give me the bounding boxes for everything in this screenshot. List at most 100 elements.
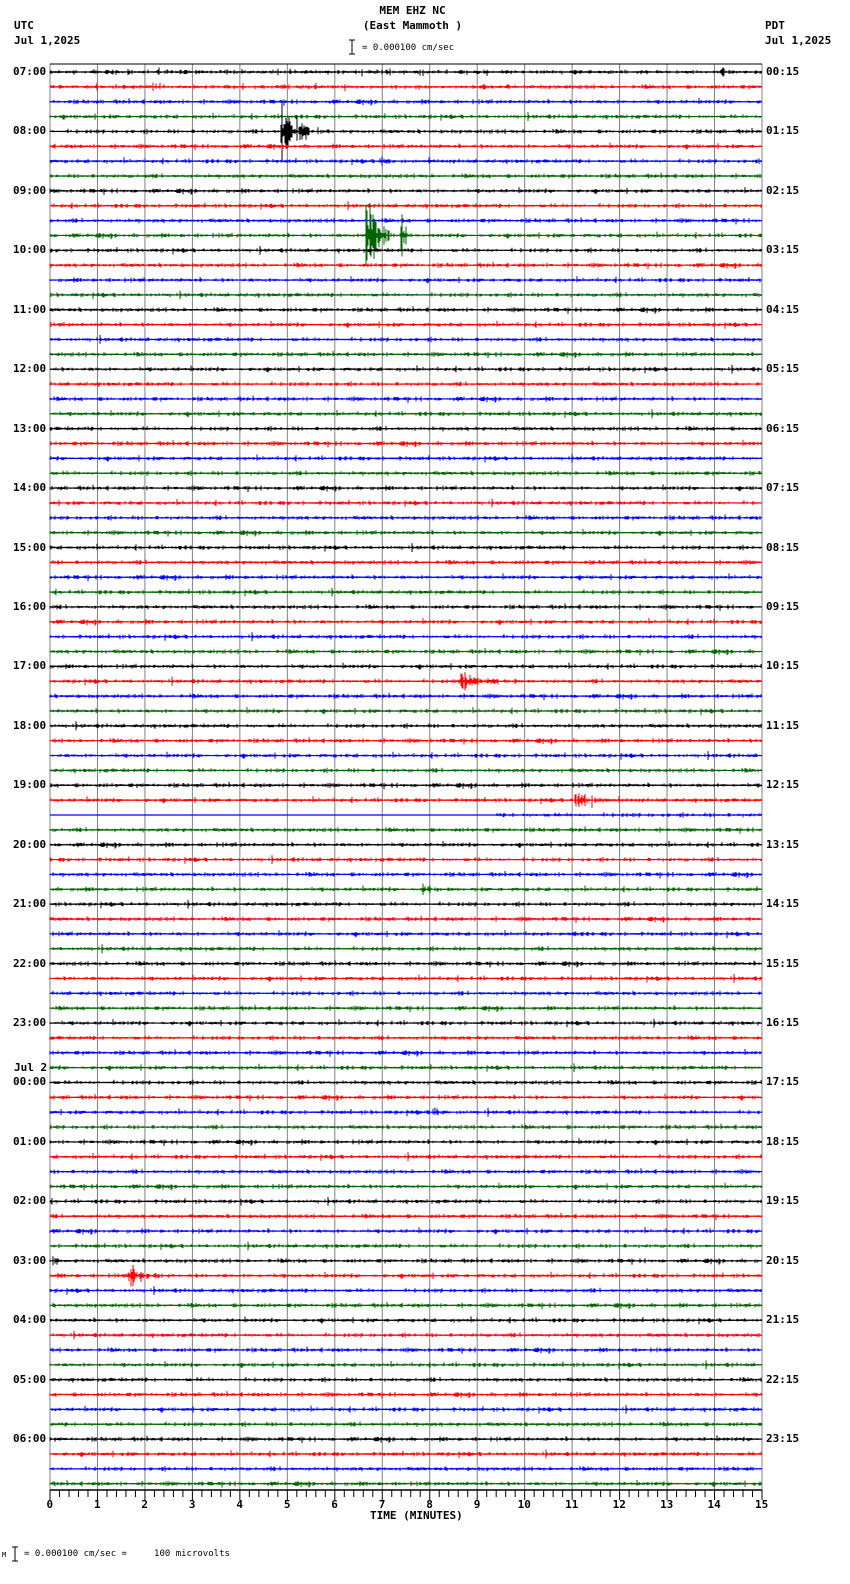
seismic-trace	[49, 335, 761, 344]
x-axis-title: TIME (MINUTES)	[370, 1509, 463, 1522]
seismic-trace	[49, 1123, 762, 1130]
x-tick-label: 11	[565, 1498, 579, 1511]
utc-hour-label: 05:00	[13, 1372, 47, 1386]
seismic-trace	[49, 1466, 762, 1472]
pdt-time-label: 00:15	[766, 65, 800, 78]
pdt-time-label: 02:15	[766, 183, 800, 197]
seismic-trace	[49, 1035, 762, 1041]
pdt-time-label: 10:15	[766, 659, 800, 673]
seismic-trace	[49, 245, 762, 255]
seismic-trace	[49, 662, 762, 670]
seismic-trace	[49, 1196, 762, 1206]
seismic-trace	[49, 67, 762, 77]
seismic-trace	[49, 1449, 762, 1459]
x-tick-label: 8	[426, 1498, 433, 1511]
pdt-time-label: 23:15	[766, 1432, 800, 1446]
seismic-trace	[49, 1435, 762, 1444]
footer-scale-bar-icon	[12, 1546, 18, 1562]
seismic-trace	[49, 395, 762, 403]
seismic-trace	[49, 707, 762, 716]
right-timezone: PDT	[765, 19, 785, 32]
pdt-time-label: 14:15	[766, 897, 800, 911]
seismic-trace	[49, 1138, 762, 1146]
utc-hour-label: 20:00	[13, 837, 47, 851]
station-title: MEM EHZ NC	[379, 4, 446, 17]
right-date: Jul 1,2025	[765, 34, 832, 47]
utc-hour-label: 11:00	[13, 302, 47, 316]
seismic-trace	[49, 1330, 762, 1340]
seismic-trace	[49, 381, 762, 387]
utc-hour-label: 10:00	[13, 243, 47, 257]
utc-hour-label: 13:00	[13, 421, 47, 435]
seismic-trace	[49, 930, 762, 938]
grid-lines	[49, 63, 763, 1490]
x-axis	[49, 1489, 763, 1500]
seismic-trace	[49, 364, 762, 374]
pdt-time-label: 04:15	[766, 302, 800, 316]
seismic-trace	[49, 350, 762, 359]
seismic-trace	[49, 320, 762, 329]
seismic-trace	[49, 1241, 762, 1251]
pdt-time-label: 09:15	[766, 599, 800, 613]
seismic-trace	[49, 944, 762, 954]
seismic-trace	[49, 1152, 762, 1162]
seismic-trace	[49, 1360, 762, 1370]
pdt-time-label: 16:15	[766, 1016, 800, 1030]
pdt-time-label: 01:15	[766, 124, 800, 138]
utc-hour-label: 22:00	[13, 956, 47, 970]
seismic-trace	[49, 1182, 762, 1191]
x-tick-label: 4	[236, 1498, 243, 1511]
seismic-trace	[49, 1480, 762, 1488]
pdt-time-label: 05:15	[766, 362, 800, 376]
seismic-trace	[49, 1079, 762, 1086]
seismic-trace	[49, 112, 762, 121]
pdt-time-label: 07:15	[766, 481, 800, 495]
trace-group	[49, 67, 762, 1488]
seismic-trace	[49, 201, 762, 211]
utc-hour-label: 02:00	[13, 1194, 47, 1208]
utc-hour-label: 14:00	[13, 481, 47, 495]
utc-hour-label: 19:00	[13, 778, 47, 792]
seismic-trace	[49, 692, 762, 701]
pdt-time-label: 03:15	[766, 243, 800, 257]
seismic-trace	[49, 1168, 762, 1175]
seismic-trace	[49, 276, 762, 284]
x-tick-label: 7	[378, 1498, 386, 1511]
seismic-trace	[49, 826, 762, 834]
seismic-trace	[49, 899, 762, 909]
seismic-trace	[49, 1376, 762, 1383]
seismic-trace	[496, 812, 762, 818]
seismic-trace	[49, 453, 762, 463]
seismic-trace	[49, 1265, 762, 1287]
seismic-trace	[49, 587, 762, 597]
seismic-trace	[49, 871, 762, 879]
seismic-trace	[49, 156, 762, 166]
x-tick-label: 14	[707, 1498, 721, 1511]
x-tick-label: 9	[473, 1498, 481, 1511]
seismic-trace	[49, 767, 762, 774]
footer-scale-text: = 0.000100 cm/sec = 100 microvolts	[24, 1549, 230, 1559]
seismic-trace	[49, 1302, 762, 1310]
x-tick-label: 1	[93, 1498, 101, 1511]
seismic-trace	[49, 1063, 762, 1073]
seismic-trace	[49, 98, 762, 106]
seismic-trace	[49, 632, 762, 642]
seismic-trace	[49, 470, 762, 476]
seismic-trace	[49, 82, 762, 92]
utc-hour-label: 04:00	[13, 1313, 47, 1327]
x-tick-label: 6	[331, 1498, 338, 1511]
seismic-trace	[49, 990, 762, 997]
seismic-trace	[49, 142, 762, 151]
seismic-trace	[49, 514, 762, 521]
utc-hour-label: 01:00	[13, 1134, 47, 1148]
pdt-time-label: 18:15	[766, 1134, 800, 1148]
seismic-trace	[49, 573, 762, 582]
seismic-trace	[49, 781, 762, 790]
utc-hour-label: 15:00	[13, 540, 47, 554]
seismic-trace	[49, 543, 762, 552]
seismic-trace	[49, 721, 762, 731]
seismic-trace	[49, 1093, 762, 1102]
seismic-trace	[51, 1405, 762, 1414]
pdt-time-label: 06:15	[766, 421, 800, 435]
footer-scale-prefix: M	[2, 1551, 7, 1559]
